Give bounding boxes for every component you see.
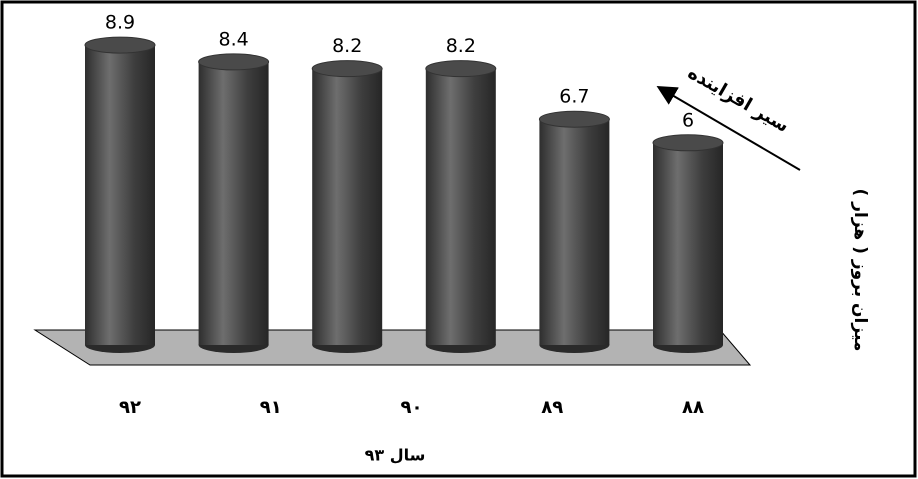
x-tick-label: ۹۲ [119,397,141,418]
bar [198,61,269,346]
bar [425,68,496,345]
x-axis-label: سال ۹۳ [365,446,426,465]
bar [653,142,723,345]
value-label: 8.2 [446,35,476,57]
bar [312,68,383,345]
value-label: 8.2 [332,35,362,57]
value-label: 6 [682,109,694,131]
x-tick-label: ۹۰ [401,397,423,418]
y-axis-label: میزان بروز ( هزار ) [850,189,870,352]
value-label: 8.4 [218,28,248,50]
x-tick-label: ۸۸ [682,397,704,418]
bar-top [652,134,724,152]
bar-top [311,60,383,78]
bar-top [84,36,156,54]
annotation: سیر افزاینده [684,62,792,137]
value-label: 6.7 [559,86,589,108]
bar-top [425,60,497,78]
x-tick-label: ۹۱ [260,397,282,418]
bar-top [538,110,610,128]
trend-arrow [656,85,801,171]
x-tick-label: ۸۹ [541,397,563,418]
bar-top [198,53,270,71]
bar [539,119,610,346]
value-label: 8.9 [105,12,135,34]
bar [85,45,155,345]
